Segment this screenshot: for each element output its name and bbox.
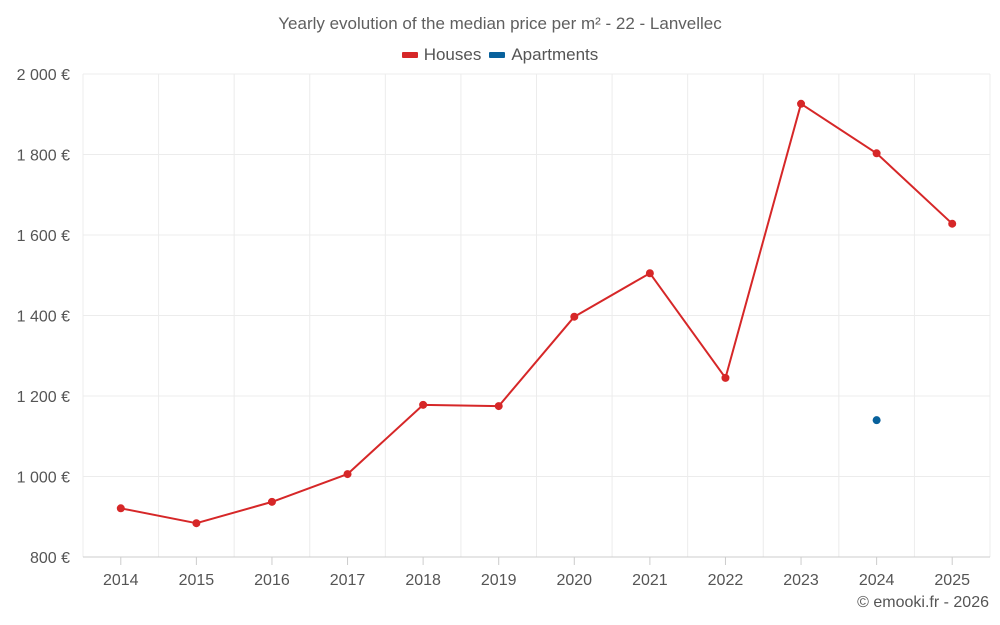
grid bbox=[82, 73, 991, 558]
legend-swatch-houses bbox=[401, 52, 418, 58]
legend-label-houses: Houses bbox=[423, 45, 482, 64]
x-tick-label: 2019 bbox=[481, 572, 517, 589]
y-tick-label: 2 000 € bbox=[17, 67, 70, 84]
data-point-apartments bbox=[872, 416, 881, 425]
credit-text: © emooki.fr - 2026 bbox=[857, 594, 989, 611]
data-point-houses bbox=[797, 99, 806, 108]
y-tick-label: 1 400 € bbox=[17, 309, 70, 326]
x-tick-label: 2024 bbox=[859, 572, 895, 589]
legend-label-apartments: Apartments bbox=[511, 45, 599, 64]
y-tick-label: 1 800 € bbox=[17, 148, 70, 165]
x-tick-label: 2014 bbox=[103, 572, 139, 589]
x-tick-label: 2015 bbox=[179, 572, 215, 589]
data-point-houses bbox=[116, 504, 125, 513]
data-point-houses bbox=[192, 519, 201, 528]
chart-title: Yearly evolution of the median price per… bbox=[278, 14, 722, 33]
x-tick-label: 2023 bbox=[783, 572, 819, 589]
x-tick-label: 2018 bbox=[405, 572, 441, 589]
y-tick-label: 1 600 € bbox=[17, 228, 70, 245]
data-point-houses bbox=[494, 402, 503, 411]
axes: 800 € 1 000 € 1 200 € 1 400 € 1 600 € 1 800 €… bbox=[17, 67, 990, 589]
data-point-houses bbox=[645, 269, 654, 278]
legend: Houses Apartments bbox=[0, 45, 1000, 65]
series-line-houses bbox=[120, 102, 953, 525]
y-tick-label: 1 000 € bbox=[17, 470, 70, 487]
y-tick-label: 1 200 € bbox=[17, 389, 70, 406]
data-point-houses bbox=[570, 312, 579, 321]
data-point-houses bbox=[872, 149, 881, 158]
data-point-houses bbox=[948, 219, 957, 228]
legend-item-houses[interactable]: Houses bbox=[401, 45, 482, 65]
data-point-houses bbox=[267, 497, 276, 506]
y-tick-label: 800 € bbox=[30, 550, 70, 567]
series bbox=[116, 99, 957, 528]
legend-swatch-apartments bbox=[489, 52, 506, 58]
x-tick-label: 2017 bbox=[330, 572, 366, 589]
data-point-houses bbox=[419, 400, 428, 409]
x-tick-label: 2025 bbox=[934, 572, 970, 589]
legend-item-apartments[interactable]: Apartments bbox=[489, 45, 598, 65]
x-tick-label: 2022 bbox=[708, 572, 744, 589]
data-point-houses bbox=[721, 373, 730, 382]
data-point-houses bbox=[343, 470, 352, 479]
x-tick-label: 2020 bbox=[556, 572, 592, 589]
x-tick-label: 2016 bbox=[254, 572, 290, 589]
x-tick-label: 2021 bbox=[632, 572, 668, 589]
